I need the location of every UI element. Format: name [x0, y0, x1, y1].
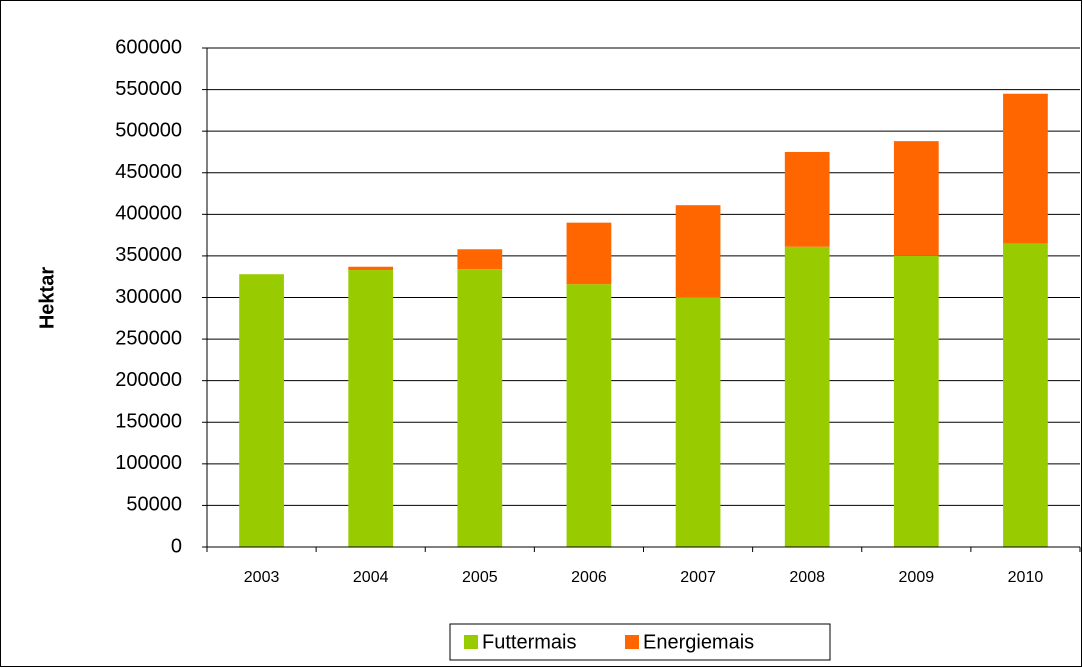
y-tick-label: 400000 [115, 203, 182, 225]
legend-box [449, 623, 831, 661]
y-tick-label: 300000 [115, 286, 182, 308]
bar-segment [457, 269, 503, 547]
bar-segment [239, 274, 284, 547]
y-tick-label: 350000 [115, 244, 182, 266]
bar-segment [675, 205, 721, 298]
y-tick-label: 100000 [115, 452, 182, 474]
bar-segment [1003, 243, 1048, 548]
bar-segment [348, 270, 394, 547]
bar-segment [566, 222, 612, 285]
x-tick-label: 2003 [244, 569, 280, 586]
y-tick-label: 150000 [115, 411, 182, 433]
bar-segment [1003, 93, 1048, 244]
legend-label: Futtermais [482, 631, 576, 653]
y-tick-label: 0 [171, 535, 182, 557]
y-axis-label: Hektar [36, 267, 58, 329]
bar-segment [566, 284, 612, 547]
bar-segment [457, 249, 503, 270]
x-tick-label: 2005 [462, 569, 498, 586]
y-tick-label: 600000 [115, 36, 182, 58]
x-tick-label: 2006 [571, 569, 607, 586]
bar-segment [784, 151, 830, 247]
x-tick-label: 2009 [899, 569, 935, 586]
x-tick-label: 2004 [353, 569, 389, 586]
y-tick-label: 200000 [115, 369, 182, 391]
y-tick-label: 500000 [115, 119, 182, 141]
x-tick-label: 2010 [1008, 569, 1044, 586]
legend-swatch [464, 635, 478, 649]
y-tick-label: 250000 [115, 327, 182, 349]
y-tick-label: 50000 [126, 494, 182, 516]
legend-label: Energiemais [643, 631, 754, 653]
bar-segment [784, 246, 830, 548]
bar-segment [893, 141, 939, 256]
bar-segment [348, 266, 394, 271]
x-tick-label: 2007 [680, 569, 716, 586]
bar-segment [675, 297, 721, 547]
y-tick-label: 550000 [115, 78, 182, 100]
y-tick-label: 450000 [115, 161, 182, 183]
x-tick-label: 2008 [789, 569, 825, 586]
legend-swatch [625, 635, 639, 649]
bar-segment [893, 255, 939, 547]
